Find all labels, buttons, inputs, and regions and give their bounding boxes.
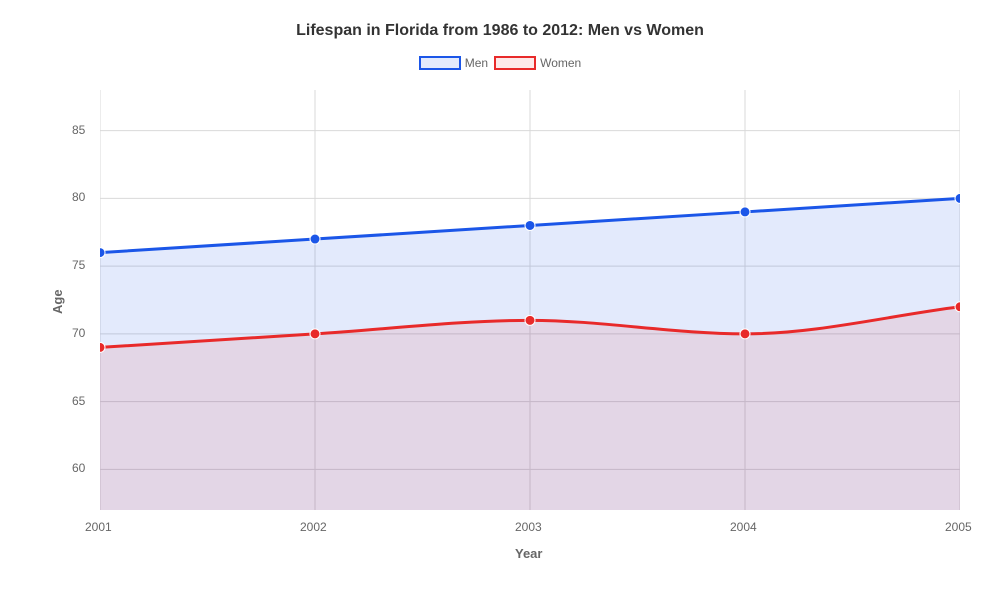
x-axis-label: Year [515, 546, 542, 561]
legend-item-women: Women [494, 56, 581, 70]
y-tick-label: 85 [72, 123, 85, 137]
y-tick-label: 65 [72, 394, 85, 408]
y-tick-label: 75 [72, 258, 85, 272]
chart-title: Lifespan in Florida from 1986 to 2012: M… [0, 22, 1000, 40]
legend-item-men: Men [419, 56, 488, 70]
chart-container: Lifespan in Florida from 1986 to 2012: M… [0, 0, 1000, 600]
plot-area [100, 90, 960, 510]
y-axis-label: Age [50, 289, 65, 314]
chart-svg [100, 90, 960, 510]
x-tick-label: 2002 [300, 520, 327, 534]
x-tick-label: 2001 [85, 520, 112, 534]
legend: Men Women [0, 56, 1000, 70]
legend-swatch-women [494, 56, 536, 70]
y-tick-label: 80 [72, 190, 85, 204]
legend-label-women: Women [540, 56, 581, 70]
x-tick-label: 2003 [515, 520, 542, 534]
legend-swatch-men [419, 56, 461, 70]
x-tick-label: 2005 [945, 520, 972, 534]
legend-label-men: Men [465, 56, 488, 70]
x-tick-label: 2004 [730, 520, 757, 534]
y-tick-label: 70 [72, 326, 85, 340]
y-tick-label: 60 [72, 461, 85, 475]
